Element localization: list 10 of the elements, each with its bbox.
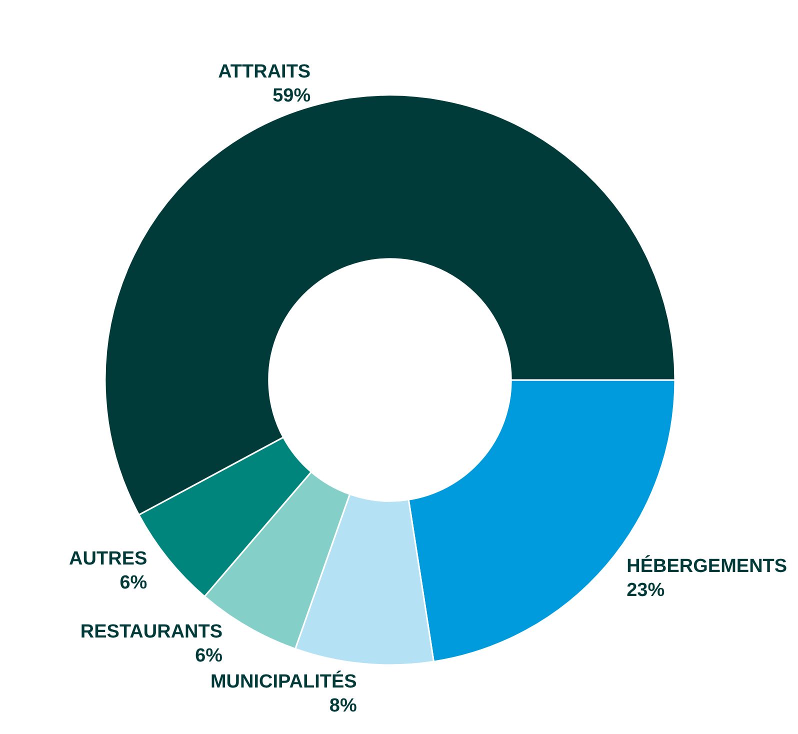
slice-label: RESTAURANTS [80,622,223,643]
data-label: 23% [626,580,665,601]
data-label: 59% [272,86,311,107]
slice-label: AUTRES [69,548,148,570]
slice-label: MUNICIPALITÉS [210,670,357,693]
data-label: 6% [120,572,148,594]
data-label: 6% [195,646,223,667]
data-label: 8% [329,696,357,717]
slice-label: ATTRAITS [218,62,311,83]
slice-label: HÉBERGEMENTS [626,554,788,577]
